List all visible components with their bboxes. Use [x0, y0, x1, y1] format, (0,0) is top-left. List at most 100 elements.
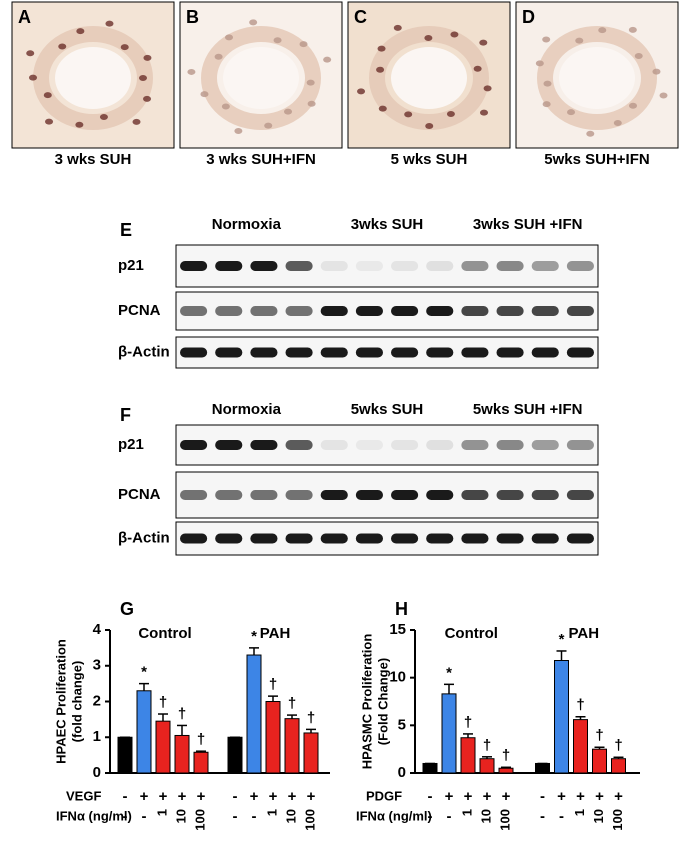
nucleus: [376, 66, 385, 73]
band: [285, 533, 313, 544]
band: [391, 261, 419, 271]
nucleus: [284, 108, 293, 115]
y-tick-label: 3: [93, 657, 101, 674]
band: [285, 261, 313, 271]
band: [566, 440, 594, 450]
nucleus: [75, 121, 84, 128]
band: [285, 440, 313, 450]
vessel-lumen: [55, 47, 131, 109]
significance-marker: *: [559, 631, 565, 648]
treatment-value: +: [557, 788, 566, 805]
band: [250, 440, 278, 450]
band: [531, 347, 559, 358]
band: [461, 261, 489, 271]
band: [180, 533, 208, 544]
nucleus: [543, 80, 552, 87]
blot-frame: [175, 424, 599, 466]
group-label: Control: [138, 625, 191, 642]
nucleus: [652, 68, 661, 75]
vessel-wall: [369, 26, 489, 130]
treatment-value: +: [140, 788, 149, 805]
band: [426, 490, 454, 500]
treatment-value: -: [142, 808, 147, 825]
nucleus: [446, 110, 455, 117]
vessel-lumen: [391, 47, 467, 109]
error-bar: [594, 746, 605, 750]
band: [285, 306, 313, 316]
treatment-value: 10: [283, 809, 298, 823]
treatment-value: +: [288, 788, 297, 805]
band: [320, 347, 348, 358]
error-bar: [268, 695, 278, 702]
blot-group: 3wks SUH: [351, 216, 424, 233]
significance-marker: †: [502, 747, 510, 764]
band: [250, 490, 278, 500]
y-tick-label: 2: [93, 692, 101, 709]
treatment-value: -: [540, 788, 545, 805]
treatment-value: 10: [591, 809, 606, 823]
band: [531, 440, 559, 450]
y-tick-label: 0: [93, 764, 101, 781]
treatment-value: 1: [572, 809, 587, 816]
band: [531, 261, 559, 271]
panel-letter: A: [18, 7, 31, 27]
y-tick-label: 10: [389, 669, 406, 686]
bar: [479, 758, 495, 774]
treatment-value: +: [178, 788, 187, 805]
band: [391, 490, 419, 500]
bar: [422, 762, 438, 774]
nucleus: [249, 19, 258, 26]
group-label: PAH: [568, 625, 599, 642]
band: [355, 306, 383, 316]
band: [355, 440, 383, 450]
treatment-value: +: [250, 788, 259, 805]
nucleus: [307, 100, 316, 107]
band: [426, 440, 454, 450]
band: [566, 490, 594, 500]
nucleus: [542, 101, 551, 108]
band: [461, 306, 489, 316]
treatment-value: +: [445, 788, 454, 805]
treatment-value: +: [614, 788, 623, 805]
band: [426, 347, 454, 358]
band: [496, 533, 524, 544]
band: [215, 440, 243, 450]
band: [461, 533, 489, 544]
y-axis-label: (Fold Change): [375, 658, 390, 745]
treatment-value: +: [159, 788, 168, 805]
bar: [193, 751, 209, 774]
error-bar: [139, 682, 149, 691]
blot-frame: [175, 471, 599, 519]
significance-marker: *: [446, 664, 452, 681]
nucleus: [393, 24, 402, 31]
nucleus: [535, 60, 544, 67]
nucleus: [306, 79, 315, 86]
treatment-value: -: [428, 808, 433, 825]
treatment-value: -: [447, 808, 452, 825]
band: [426, 306, 454, 316]
treatment-value: 100: [192, 809, 207, 831]
nucleus: [480, 109, 489, 116]
bar: [117, 736, 133, 774]
nucleus: [473, 65, 482, 72]
panel-letter: B: [186, 7, 199, 27]
treatment-value: +: [502, 788, 511, 805]
micrograph-label: 3 wks SUH+IFN: [206, 151, 316, 168]
treatment-value: +: [269, 788, 278, 805]
band: [391, 306, 419, 316]
band: [566, 261, 594, 271]
band: [285, 347, 313, 358]
error-bar: [482, 756, 492, 759]
vessel-lumen: [559, 47, 635, 109]
y-axis-label: HPAEC Proliferation: [53, 639, 68, 764]
blot-row-label: p21: [118, 257, 144, 274]
bar: [265, 701, 281, 774]
panel-letter: G: [120, 599, 134, 619]
blot-row-label: p21: [118, 436, 144, 453]
blot-row-label: PCNA: [118, 302, 161, 319]
error-bar: [575, 716, 586, 720]
nucleus: [634, 52, 643, 59]
band: [355, 533, 383, 544]
